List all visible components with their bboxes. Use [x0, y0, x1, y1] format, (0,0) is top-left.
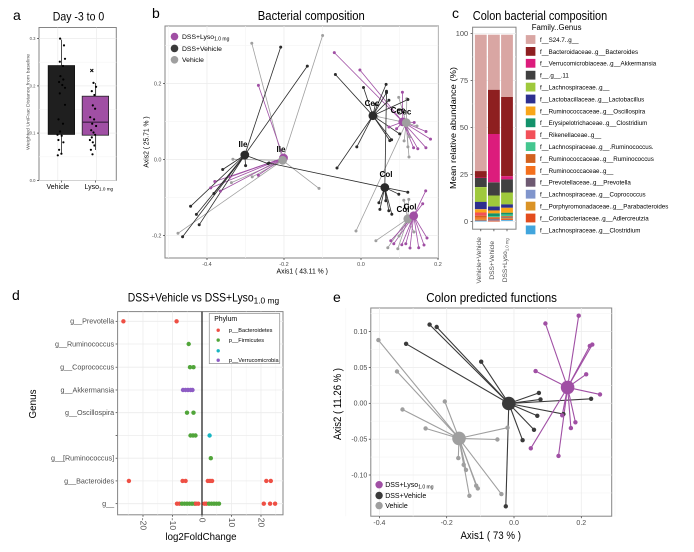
svg-text:Genus: Genus — [28, 390, 39, 419]
svg-text:Col: Col — [380, 170, 393, 179]
svg-text:DSS+Lyso1.0 mg: DSS+Lyso1.0 mg — [385, 482, 434, 491]
svg-text:log2FoldChange: log2FoldChange — [165, 532, 236, 543]
svg-text:Ile: Ile — [277, 145, 286, 154]
svg-text:DSS+Lyso1.0 mg: DSS+Lyso1.0 mg — [502, 238, 509, 283]
svg-text:0.2: 0.2 — [434, 262, 442, 268]
svg-text:Axis2 ( 25.71 % ): Axis2 ( 25.71 % ) — [142, 116, 151, 167]
svg-text:Axis1 ( 43.11 % ): Axis1 ( 43.11 % ) — [277, 267, 328, 276]
svg-text:f__Prevotellaceae..g__Prevotel: f__Prevotellaceae..g__Prevotella — [540, 180, 631, 187]
svg-text:g__Bacteroides: g__Bacteroides — [64, 476, 114, 485]
svg-text:Axis1 ( 73 % ): Axis1 ( 73 % ) — [460, 530, 521, 542]
svg-text:0.00: 0.00 — [354, 401, 368, 408]
svg-text:f__Erysipelotrichaceae..g__Clo: f__Erysipelotrichaceae..g__Clostridium — [540, 120, 647, 127]
svg-text:0.05: 0.05 — [354, 365, 368, 372]
svg-text:g__[Ruminococcus]: g__[Ruminococcus] — [51, 454, 114, 463]
svg-text:0.0: 0.0 — [30, 178, 36, 183]
svg-text:p__Verrucomicrobia: p__Verrucomicrobia — [229, 358, 280, 364]
svg-text:0.2: 0.2 — [30, 83, 36, 88]
svg-text:-0.05: -0.05 — [351, 437, 367, 444]
svg-text:75: 75 — [460, 76, 468, 85]
svg-text:DSS+Vehicle vs DSS+Lyso1.0 mg: DSS+Vehicle vs DSS+Lyso1.0 mg — [128, 291, 279, 306]
svg-text:20: 20 — [257, 518, 267, 528]
svg-text:Cec: Cec — [397, 108, 412, 117]
svg-text:Weighted UniFrac Distance from: Weighted UniFrac Distance from baseline — [26, 53, 31, 150]
svg-text:DSS+Vehicle: DSS+Vehicle — [182, 46, 222, 53]
svg-text:g__Oscillospira: g__Oscillospira — [65, 408, 114, 417]
svg-text:Bacterial composition: Bacterial composition — [258, 8, 365, 23]
svg-text:0.3: 0.3 — [30, 36, 36, 41]
svg-text:Col: Col — [397, 205, 410, 214]
svg-text:f__Ruminococcaceae..g__Oscillo: f__Ruminococcaceae..g__Oscillospira — [540, 108, 646, 115]
svg-text:0.2: 0.2 — [576, 520, 586, 527]
svg-text:f__Lachnospiraceae..g__Coproco: f__Lachnospiraceae..g__Coprococcus — [540, 192, 646, 199]
svg-text:e: e — [333, 289, 341, 305]
svg-text:f__Bacteroidaceae..g__Bacteroi: f__Bacteroidaceae..g__Bacteroides — [540, 49, 638, 56]
svg-text:10: 10 — [227, 518, 237, 528]
svg-text:Vehicle: Vehicle — [47, 184, 70, 191]
svg-text:Vehicle: Vehicle — [182, 57, 204, 64]
svg-text:f__Ruminococcaceae..g__: f__Ruminococcaceae..g__ — [540, 168, 614, 175]
svg-text:g__Prevotella: g__Prevotella — [70, 317, 114, 326]
svg-text:DSS+Vehicle: DSS+Vehicle — [489, 241, 496, 280]
svg-text:-10: -10 — [168, 518, 178, 531]
svg-text:f__Verrucomicrobiaceae..g__Akk: f__Verrucomicrobiaceae..g__Akkermansia — [540, 61, 657, 68]
svg-text:0.0: 0.0 — [357, 262, 365, 268]
svg-text:Col: Col — [404, 203, 417, 212]
svg-text:Day -3 to 0: Day -3 to 0 — [53, 10, 105, 24]
svg-text:b: b — [152, 5, 160, 21]
svg-text:Phylum: Phylum — [214, 316, 237, 323]
svg-text:a: a — [13, 7, 21, 23]
svg-text:DSS+Vehicle: DSS+Vehicle — [385, 493, 426, 500]
svg-text:f__Lachnospiraceae..g__.Rumino: f__Lachnospiraceae..g__.Ruminococcus. — [540, 144, 654, 151]
svg-text:p__Firmicutes: p__Firmicutes — [229, 338, 264, 344]
svg-text:f__Porphyromonadaceae..g__Para: f__Porphyromonadaceae..g__Parabacteroide… — [540, 204, 668, 211]
svg-text:0: 0 — [464, 217, 468, 226]
svg-text:Vehicle: Vehicle — [385, 503, 408, 510]
svg-text:Vehicle+Vehicle: Vehicle+Vehicle — [476, 237, 483, 284]
svg-text:d: d — [12, 287, 20, 303]
svg-text:0.0: 0.0 — [509, 520, 519, 527]
svg-text:g__: g__ — [102, 499, 115, 508]
svg-text:f__Ruminococcaceae..g__Ruminoc: f__Ruminococcaceae..g__Ruminococcus — [540, 156, 654, 163]
svg-text:-0.2: -0.2 — [152, 233, 161, 239]
svg-text:0.0: 0.0 — [154, 157, 162, 163]
svg-text:f__.g__.11: f__.g__.11 — [540, 73, 569, 80]
svg-text:0.1: 0.1 — [30, 131, 36, 136]
svg-text:Lyso1.0 mg: Lyso1.0 mg — [85, 184, 114, 192]
svg-text:f__Rikenellaceae..g__: f__Rikenellaceae..g__ — [540, 132, 602, 139]
svg-text:c: c — [452, 5, 459, 21]
svg-text:-20: -20 — [139, 518, 149, 531]
svg-text:Cec: Cec — [365, 99, 380, 108]
svg-text:p__Bacteroidetes: p__Bacteroidetes — [229, 328, 273, 334]
svg-text:f__S24.7..g__: f__S24.7..g__ — [540, 37, 579, 44]
svg-text:f__Lachnospiraceae..g__Clostri: f__Lachnospiraceae..g__Clostridium — [540, 227, 640, 234]
svg-text:Axis2 ( 11.26 % ): Axis2 ( 11.26 % ) — [332, 368, 344, 440]
svg-text:g__Akkermansia: g__Akkermansia — [61, 385, 115, 394]
svg-text:50: 50 — [460, 123, 468, 132]
svg-text:Family..Genus: Family..Genus — [532, 23, 582, 32]
svg-text:f__Lachnospiraceae..g__: f__Lachnospiraceae..g__ — [540, 85, 610, 92]
svg-text:g__Ruminococcus: g__Ruminococcus — [55, 339, 115, 348]
svg-text:25: 25 — [460, 170, 468, 179]
svg-text:f__Lactobacillaceae..g__Lactob: f__Lactobacillaceae..g__Lactobacillus — [540, 96, 644, 103]
svg-text:Ile: Ile — [239, 140, 248, 149]
svg-text:-0.2: -0.2 — [279, 262, 288, 268]
svg-text:0.2: 0.2 — [154, 81, 162, 87]
svg-text:Mean relative abundance (%): Mean relative abundance (%) — [449, 67, 458, 189]
svg-text:100: 100 — [456, 29, 468, 38]
svg-text:Cec: Cec — [391, 106, 406, 115]
svg-text:0: 0 — [198, 518, 208, 523]
svg-text:-0.4: -0.4 — [373, 520, 385, 527]
svg-text:-0.10: -0.10 — [351, 472, 367, 479]
svg-text:Colon predicted functions: Colon predicted functions — [426, 290, 557, 305]
svg-text:DSS+Lyso1.0 mg: DSS+Lyso1.0 mg — [182, 34, 230, 43]
svg-text:-0.4: -0.4 — [202, 262, 211, 268]
svg-text:0.10: 0.10 — [354, 329, 368, 336]
svg-text:-0.2: -0.2 — [441, 520, 453, 527]
svg-text:g__Coprococcus: g__Coprococcus — [60, 363, 114, 372]
svg-text:Colon bacterial composition: Colon bacterial composition — [473, 8, 607, 23]
svg-text:f__Coriobacteriaceae..g__Adler: f__Coriobacteriaceae..g__Adlercreutzia — [540, 215, 649, 222]
